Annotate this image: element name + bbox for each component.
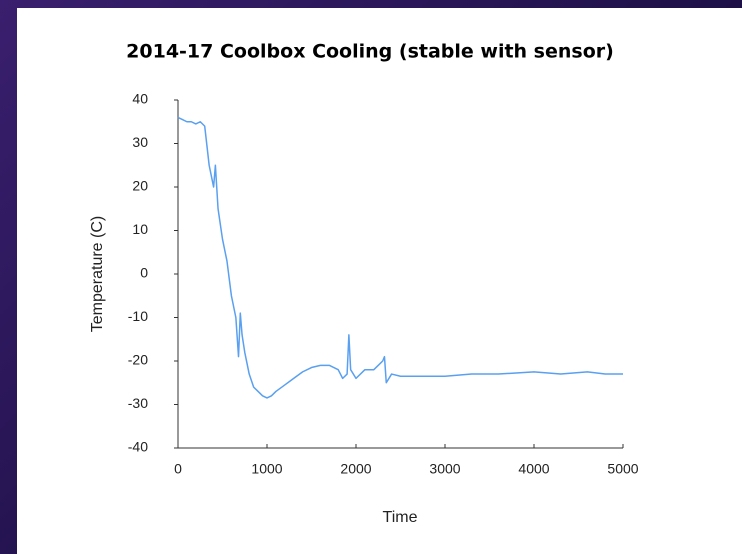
y-tick-label: -20 — [128, 352, 148, 368]
chart-title: 2014-17 Coolbox Cooling (stable with sen… — [126, 41, 614, 63]
panel — [17, 8, 742, 554]
y-tick-label: 40 — [132, 91, 148, 107]
x-tick-label: 3000 — [429, 461, 460, 477]
x-tick-label: 4000 — [518, 461, 549, 477]
y-tick-label: 10 — [132, 221, 148, 237]
x-tick-label: 2000 — [340, 461, 371, 477]
y-tick-label: -40 — [128, 439, 148, 455]
y-tick-label: 30 — [132, 134, 148, 150]
line-series — [177, 116, 623, 399]
y-tick-label: 0 — [140, 265, 148, 281]
x-axis-label: Time — [383, 509, 418, 526]
y-tick-label: -10 — [128, 308, 148, 324]
x-tick-label: 1000 — [251, 461, 282, 477]
y-tick-label: -30 — [128, 395, 148, 411]
y-axis-label: Temperature (C) — [89, 216, 106, 332]
x-tick-label: 0 — [174, 461, 182, 477]
y-tick-label: 20 — [132, 178, 148, 194]
x-tick-label: 5000 — [607, 461, 638, 477]
